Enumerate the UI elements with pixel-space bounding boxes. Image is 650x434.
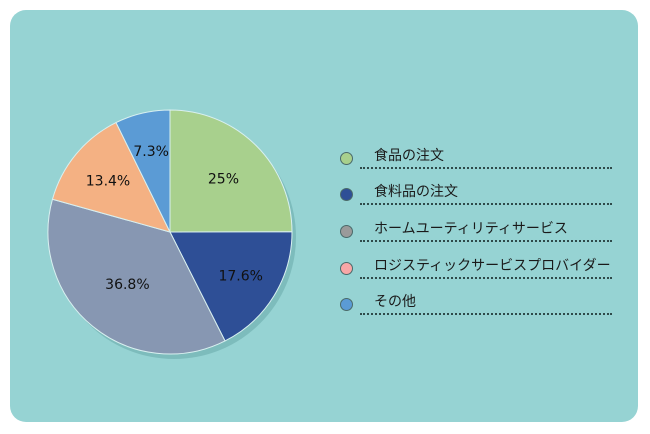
slice-value-label-1: 17.6% [218,268,262,284]
pie-chart: 25% 17.6% 36.8% 13.4%7.3% [47,109,296,359]
legend-label: その他 [374,294,416,310]
pie-slice-1[interactable] [169,231,293,342]
legend-swatch [340,225,353,238]
legend-label: 食料品の注文 [374,184,458,200]
legend-item-3[interactable]: ロジスティックサービスプロバイダー [340,255,612,285]
legend-item-1[interactable]: 食料品の注文 [340,181,612,211]
legend-dotted-line [360,203,612,205]
legend-item-4[interactable]: その他 [340,291,612,321]
pie-slice-3[interactable] [51,121,171,233]
legend-label: 食品の注文 [374,148,444,164]
pie-slice-0[interactable] [169,109,293,233]
legend-swatch [340,152,353,165]
legend-item-2[interactable]: ホームユーティリティサービス [340,218,612,248]
legend-swatch [340,188,353,201]
legend-dotted-line [360,167,612,169]
legend-dotted-line [360,240,612,242]
legend-dotted-line [360,277,612,279]
slice-value-label-0: 25% [208,171,239,187]
legend-item-0[interactable]: 食品の注文 [340,145,612,175]
chart-card: 25% 17.6% 36.8% 13.4% 7.3% 食品の注文 食料品の注文 ホームユ… [10,10,638,422]
legend-label: ロジスティックサービスプロバイダー [374,258,611,274]
pie-slice-4[interactable] [115,109,171,233]
pie-slice-2[interactable] [47,198,226,355]
legend-swatch [340,298,353,311]
slice-value-label-2: 36.8% [105,277,149,293]
slice-value-label-3: 13.4% [86,174,130,190]
legend-dotted-line [360,313,612,315]
legend-label: ホームユーティリティサービス [374,221,568,237]
slice-value-label-4: 7.3% [133,144,169,160]
legend-swatch [340,262,353,275]
